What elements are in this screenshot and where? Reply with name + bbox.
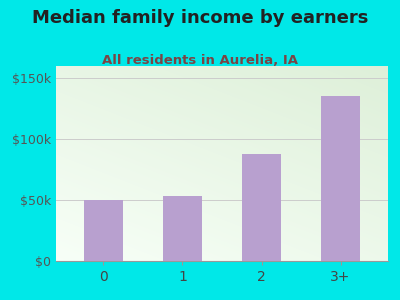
Bar [163,196,202,261]
Text: All residents in Aurelia, IA: All residents in Aurelia, IA [102,54,298,67]
Bar [242,154,281,261]
Text: Median family income by earners: Median family income by earners [32,9,368,27]
Bar [321,97,360,261]
Bar [84,200,123,261]
